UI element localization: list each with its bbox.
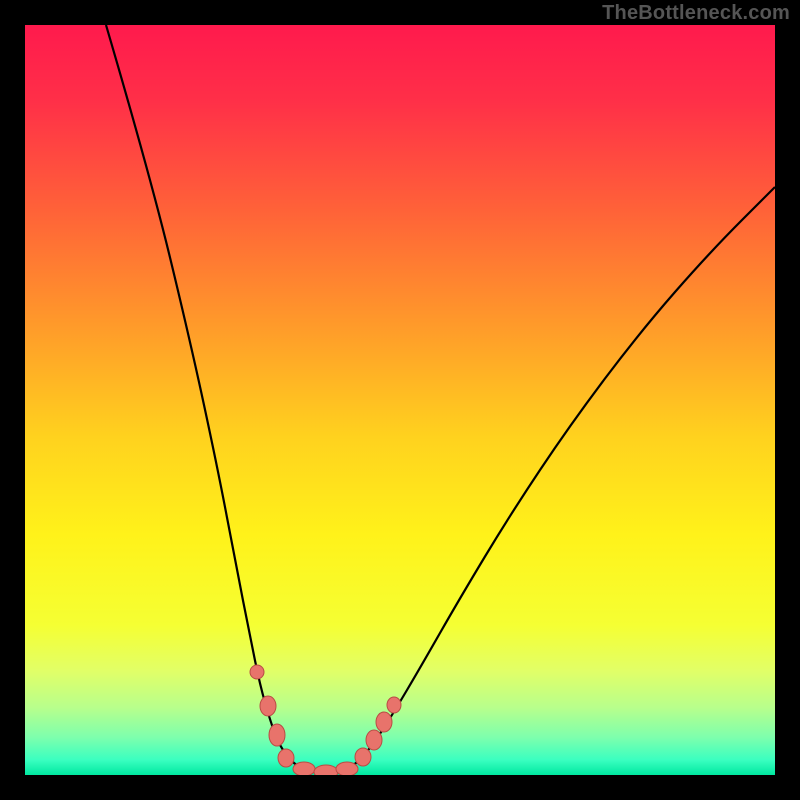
- curve-marker: [260, 696, 276, 716]
- curve-marker: [278, 749, 294, 767]
- bottleneck-chart: [0, 0, 800, 800]
- chart-container: TheBottleneck.com: [0, 0, 800, 800]
- curve-marker: [250, 665, 264, 679]
- curve-marker: [387, 697, 401, 713]
- curve-marker: [366, 730, 382, 750]
- curve-marker: [355, 748, 371, 766]
- curve-marker: [269, 724, 285, 746]
- watermark-text: TheBottleneck.com: [602, 2, 790, 25]
- curve-marker: [376, 712, 392, 732]
- curve-marker: [336, 762, 358, 776]
- curve-marker: [293, 762, 315, 776]
